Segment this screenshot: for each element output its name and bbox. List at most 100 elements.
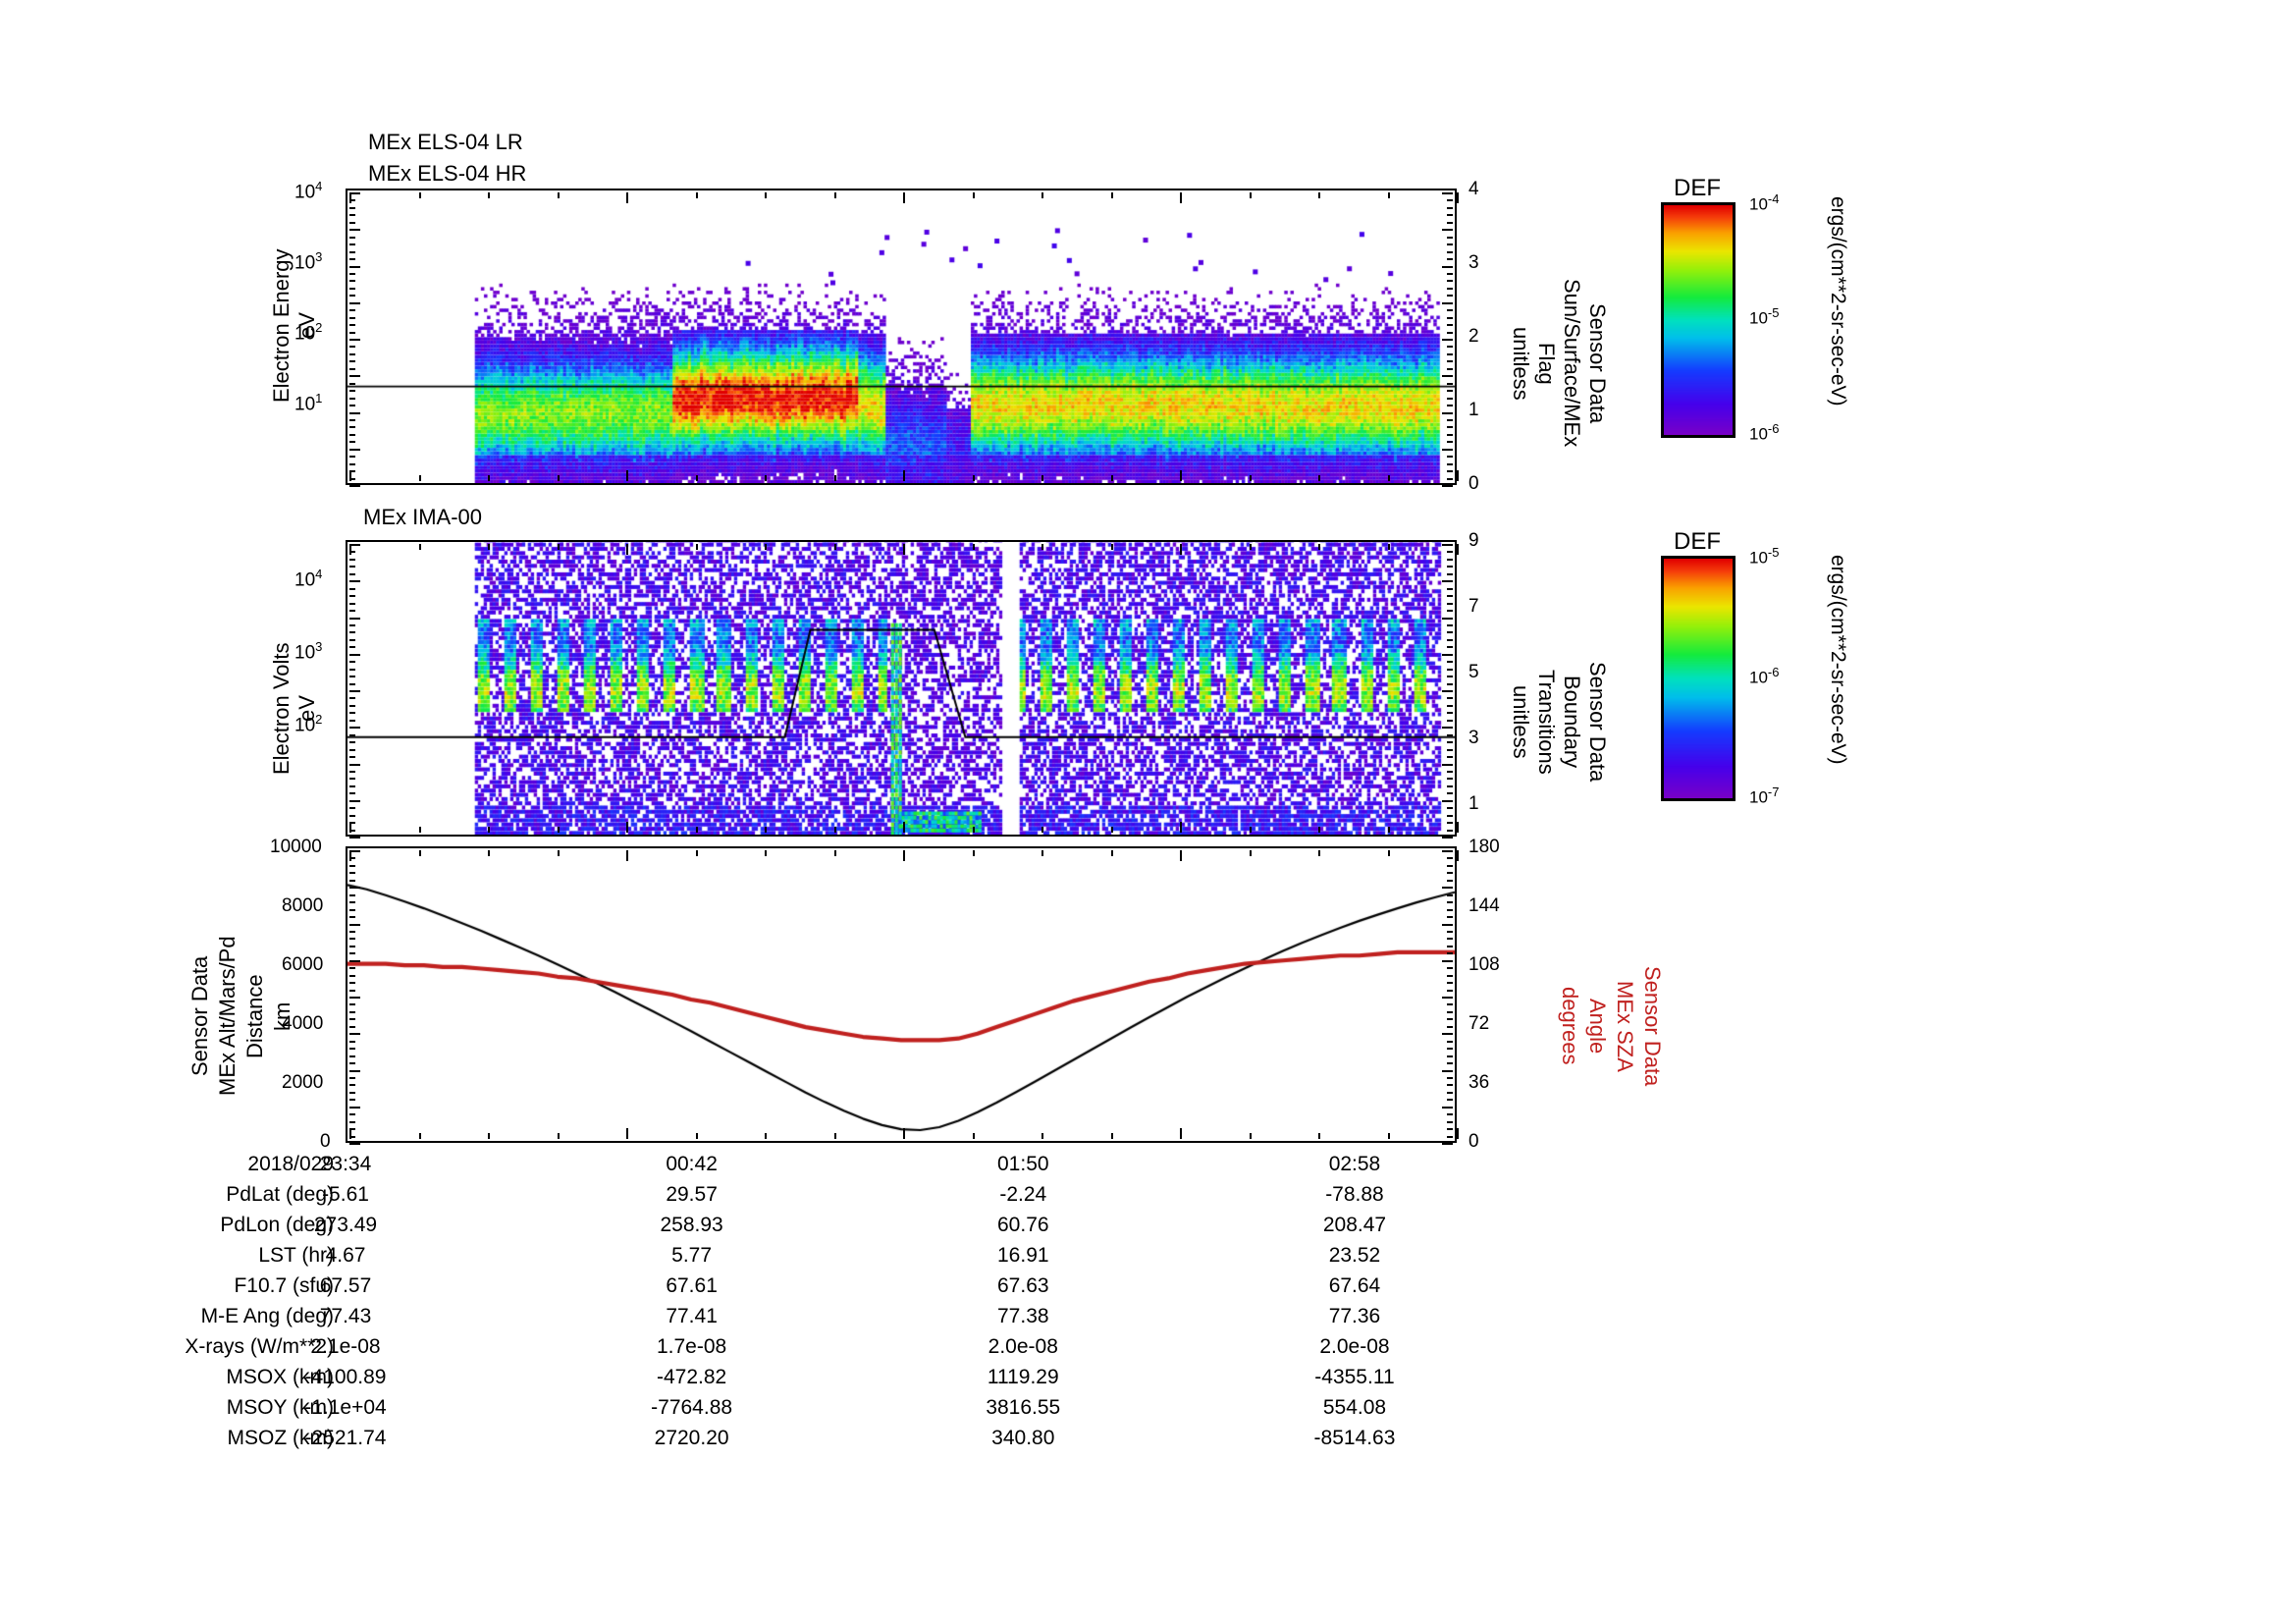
axis-tick [1447,756,1453,759]
axis-tick [1442,301,1453,304]
panel1-ytick-3: 103 [294,249,323,274]
panel3-ytick-4000: 4000 [282,1013,324,1034]
axis-tick [349,712,355,715]
axis-tick [1249,850,1252,856]
axis-tick [1447,668,1453,671]
axis-tick [1447,602,1453,605]
axis-tick [349,682,355,685]
axis-tick [349,551,355,554]
panel1-ytick-1: 101 [294,391,323,415]
panel1-ytick-4: 104 [294,179,323,203]
axis-tick [1447,221,1453,224]
axis-tick [1041,192,1043,198]
axis-tick [1447,331,1453,334]
axis-tick [1447,433,1453,436]
axis-tick [1447,974,1453,977]
axis-tick [903,470,905,481]
axis-tick [1447,741,1453,744]
axis-tick [349,763,360,766]
axis-tick [903,192,905,203]
info-row-label: MSOZ (km) [227,1427,334,1449]
axis-tick [833,544,836,550]
axis-tick [349,1069,360,1072]
panel2-y2tick-5: 5 [1468,662,1479,682]
panel1-spectrogram [347,190,1455,483]
axis-tick [349,580,360,583]
axis-tick [349,901,355,904]
info-cell: 554.08 [1322,1396,1387,1419]
axis-tick [488,1133,490,1139]
panel2-ytick-2: 102 [294,712,323,736]
info-cell: -8514.63 [1313,1427,1396,1449]
axis-tick [349,382,355,385]
axis-tick [349,938,355,941]
axis-tick [1447,814,1453,817]
info-cell: 77.41 [666,1305,718,1327]
info-row-label: M-E Ang (deg) [200,1305,334,1327]
axis-tick [1447,258,1453,261]
axis-tick [1249,827,1252,833]
info-cell: 2.1e-08 [310,1335,381,1358]
axis-tick [1447,250,1453,253]
axis-tick [349,324,355,327]
axis-tick [349,1025,355,1028]
axis-tick [349,1048,355,1051]
axis-tick [349,485,360,487]
axis-tick [1457,822,1459,833]
info-cell: 2.0e-08 [1319,1335,1390,1358]
axis-tick [349,272,355,275]
axis-tick [349,982,355,985]
axis-tick [765,1133,767,1139]
info-cell: 60.76 [997,1214,1049,1236]
axis-tick [1180,470,1182,481]
axis-tick [349,733,355,736]
axis-tick [1442,411,1453,414]
axis-tick [1447,316,1453,319]
axis-tick [626,1128,628,1139]
axis-tick [349,1018,355,1021]
axis-tick [349,587,355,590]
axis-tick [349,799,360,802]
axis-tick [626,850,628,861]
panel1-cbtick-max: 10-4 [1749,191,1780,214]
axis-tick [1249,544,1252,550]
axis-tick [349,477,355,480]
panel3-y2tick-180: 180 [1468,837,1500,857]
axis-tick [1447,982,1453,985]
axis-tick [349,243,355,246]
axis-tick [695,1133,698,1139]
panel3-lineplot [347,848,1455,1141]
axis-tick [765,475,767,481]
axis-tick [349,1091,355,1094]
axis-tick [349,566,355,568]
info-cell: 4.67 [325,1244,366,1267]
info-cell: -2521.74 [304,1427,387,1449]
axis-tick [349,756,355,759]
axis-tick [1447,1120,1453,1123]
axis-tick [349,617,360,620]
axis-tick [1447,214,1453,217]
axis-tick [349,595,355,598]
axis-tick [1447,236,1453,239]
info-row-label: F10.7 (sfu) [234,1274,334,1297]
panel2-plot-frame [346,540,1459,839]
axis-tick [1041,827,1043,833]
axis-tick [349,822,355,825]
panel3-y2tick-72: 72 [1468,1013,1490,1034]
axis-tick [349,331,355,334]
axis-tick [349,1143,360,1145]
axis-tick [349,367,355,370]
axis-tick [1180,822,1182,833]
info-cell: 29.57 [666,1183,718,1206]
panel1-colorbar-title: DEF [1674,175,1721,201]
info-cell: 67.63 [997,1274,1049,1297]
info-cell: -4100.89 [304,1366,387,1388]
axis-tick [349,653,360,656]
info-cell: 1119.29 [987,1366,1059,1388]
axis-tick [1447,916,1453,919]
axis-tick [1442,727,1453,730]
axis-tick [418,475,421,481]
axis-tick [349,974,355,977]
panel1-title-lr: MEx ELS-04 LR [368,130,523,154]
axis-tick [1447,1040,1453,1043]
